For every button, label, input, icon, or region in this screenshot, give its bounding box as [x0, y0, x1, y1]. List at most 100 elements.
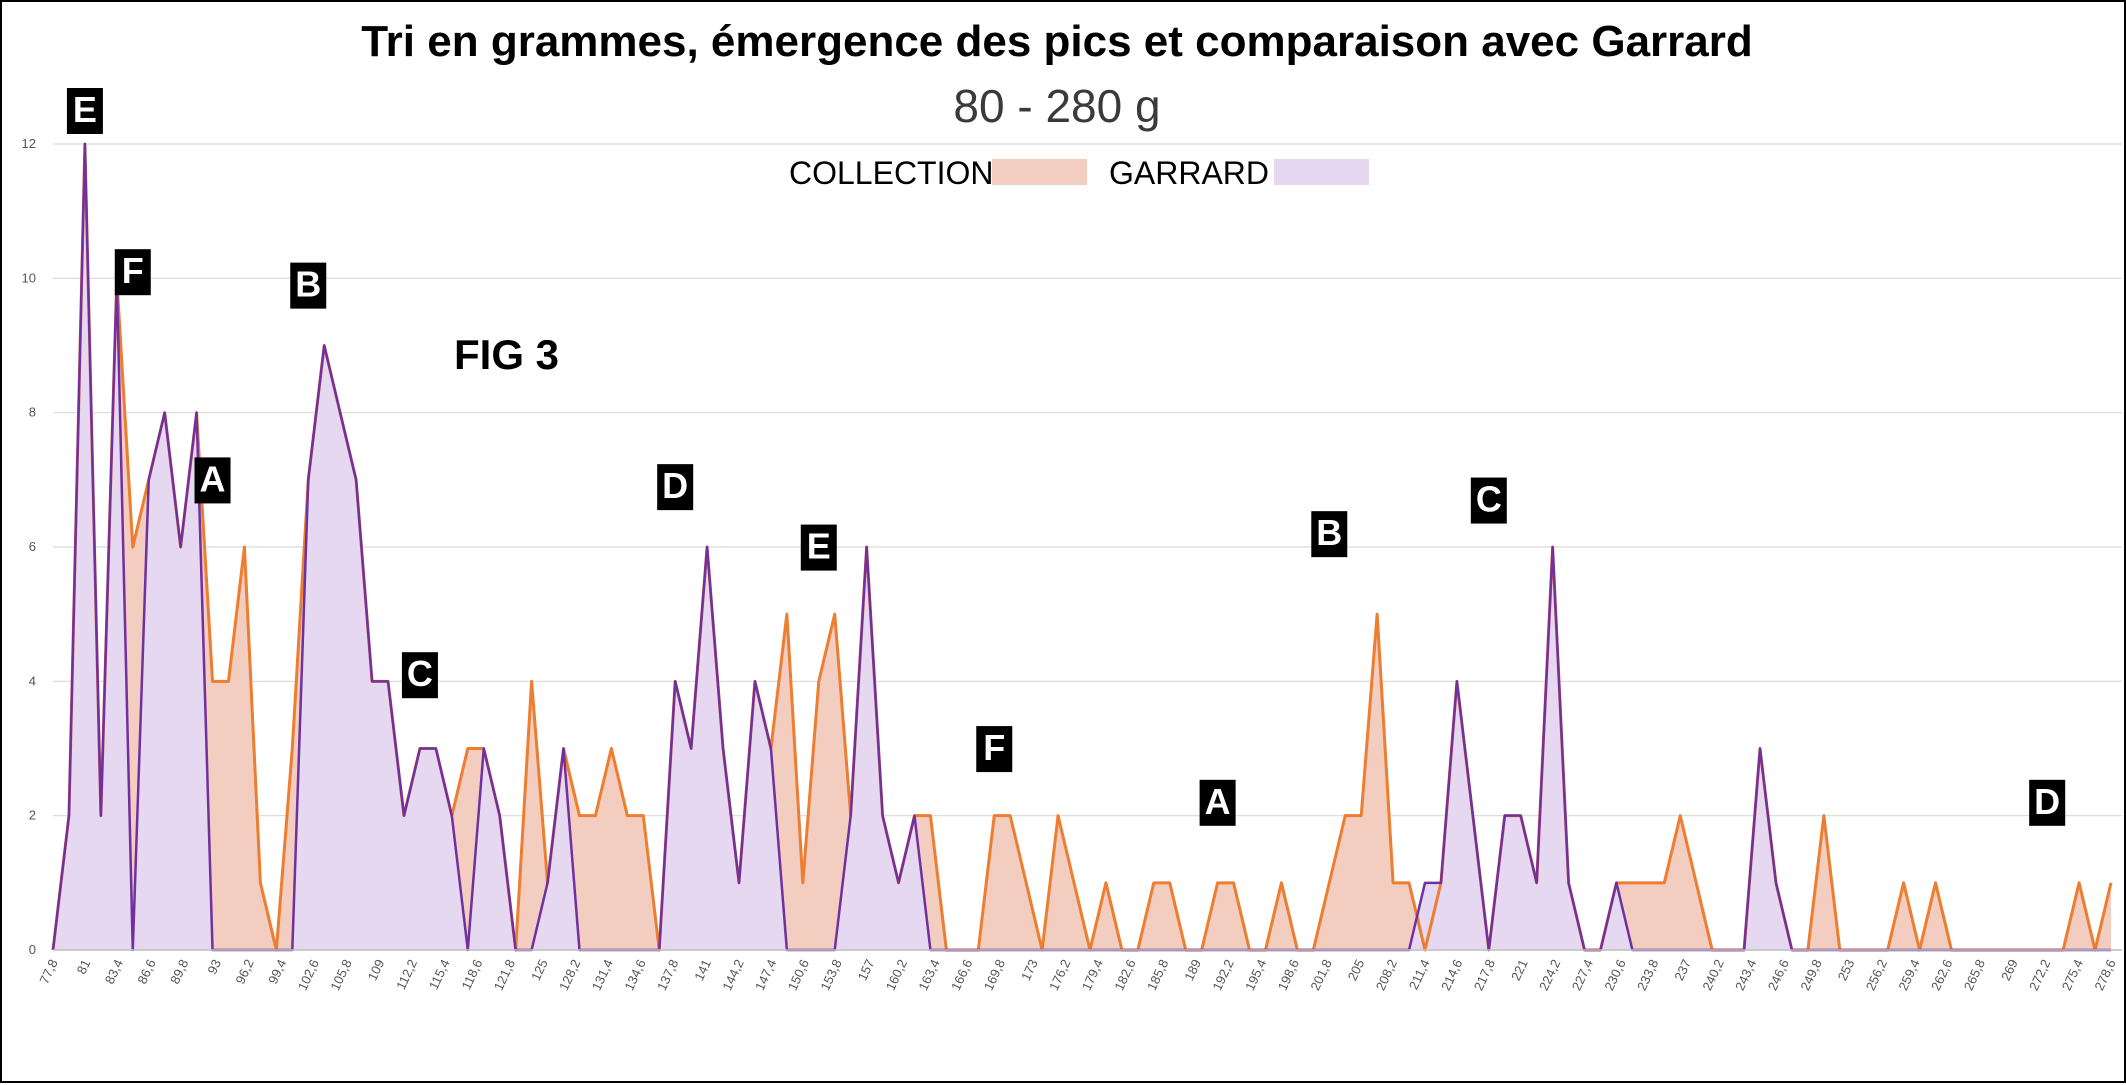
x-tick-label: 134,6 [621, 957, 648, 993]
peak-label-text: E [807, 526, 831, 567]
peak-label-B: B [1311, 511, 1348, 558]
x-tick-label: 198,6 [1275, 957, 1302, 993]
peak-label-E: E [66, 88, 103, 134]
x-tick-label: 195,4 [1242, 957, 1269, 993]
x-tick-label: 201,8 [1307, 957, 1334, 993]
x-tick-label: 240,2 [1699, 957, 1726, 993]
x-tick-label: 163,4 [915, 957, 942, 993]
x-tick-label: 169,8 [981, 957, 1008, 993]
x-tick-label: 160,2 [883, 957, 910, 993]
x-tick-label: 137,8 [654, 957, 681, 993]
x-tick-label: 211,4 [1406, 957, 1433, 992]
x-tick-label: 185,8 [1144, 957, 1171, 993]
x-tick-label: 118,6 [458, 957, 485, 992]
peak-label-E: E [800, 524, 837, 571]
y-tick-label: 4 [29, 673, 36, 688]
legend-swatch-collection [992, 159, 1087, 185]
chart-title: Tri en grammes, émergence des pics et co… [361, 17, 1753, 66]
x-tick-label: 176,2 [1046, 957, 1073, 993]
x-tick-label: 93 [204, 957, 224, 976]
peak-annotations: E F B A C D E F A B C D [66, 88, 2066, 826]
x-tick-label: 269 [1998, 957, 2021, 983]
x-tick-label: 253 [1835, 957, 1858, 983]
y-tick-label: 0 [29, 942, 36, 957]
x-tick-label: 121,8 [491, 957, 518, 993]
x-tick-label: 166,6 [948, 957, 975, 993]
peak-label-text: E [73, 89, 97, 130]
peak-label-box [1470, 477, 1507, 524]
x-tick-label: 265,8 [1961, 957, 1988, 993]
y-tick-label: 12 [22, 136, 36, 151]
peak-label-C: C [401, 652, 438, 699]
peak-label-box [401, 652, 438, 699]
x-tick-label: 179,4 [1079, 957, 1106, 993]
peak-label-text: A [200, 458, 226, 499]
peak-label-text: C [407, 653, 433, 694]
x-tick-label: 83,4 [102, 957, 126, 986]
x-tick-label: 144,2 [719, 957, 746, 993]
legend-swatch-garrard [1274, 159, 1369, 185]
peak-label-box [1199, 779, 1236, 826]
x-tick-label: 278,6 [2091, 957, 2118, 993]
x-tick-label: 147,4 [752, 957, 779, 993]
legend-label-garrard: GARRARD [1109, 155, 1269, 191]
y-axis: 0 2 4 6 8 10 12 [22, 136, 36, 957]
peak-label-D: D [2029, 779, 2066, 826]
x-tick-label: 81 [74, 957, 94, 976]
peak-label-text: D [2034, 781, 2060, 822]
y-tick-label: 6 [29, 539, 36, 554]
x-tick-label: 262,6 [1928, 957, 1955, 993]
x-tick-label: 217,8 [1471, 957, 1498, 993]
peak-label-A: A [1199, 779, 1236, 826]
figure-label: FIG 3 [454, 331, 559, 378]
peak-label-text: B [295, 264, 321, 305]
peak-label-F: F [114, 249, 151, 296]
x-tick-label: 233,8 [1634, 957, 1661, 993]
x-tick-label: 77,8 [36, 957, 60, 986]
peak-label-box [194, 457, 231, 504]
peak-label-box [800, 524, 837, 571]
x-tick-label: 89,8 [167, 957, 191, 986]
x-tick-label: 221 [1508, 957, 1531, 983]
x-tick-label: 227,4 [1569, 957, 1596, 993]
legend-label-collection: COLLECTION [789, 155, 993, 191]
peak-label-B: B [290, 262, 327, 309]
x-tick-label: 192,2 [1209, 957, 1236, 993]
x-tick-label: 150,6 [785, 957, 812, 993]
peak-label-text: F [122, 250, 144, 291]
x-tick-label: 237 [1671, 957, 1694, 983]
legend: COLLECTION GARRARD [789, 155, 1369, 191]
peak-label-text: A [1205, 781, 1231, 822]
x-tick-label: 230,6 [1601, 957, 1628, 993]
peak-label-box [114, 249, 151, 296]
chart-subtitle: 80 - 280 g [953, 80, 1160, 132]
x-tick-label: 208,2 [1373, 957, 1400, 993]
x-tick-label: 272,2 [2026, 957, 2053, 993]
peak-label-text: F [983, 727, 1005, 768]
x-tick-label: 259,4 [1895, 957, 1922, 993]
x-tick-label: 86,6 [134, 957, 158, 986]
peak-label-box [2029, 779, 2066, 826]
peak-label-text: D [662, 465, 688, 506]
x-tick-label: 243,4 [1732, 957, 1759, 993]
x-tick-label: 256,2 [1863, 957, 1890, 993]
y-tick-label: 10 [22, 270, 36, 285]
peak-label-text: B [1316, 512, 1342, 553]
x-axis: 77,8 81 83,4 86,6 89,8 93 96,2 99,4 102,6 105,8 10… [36, 949, 2122, 993]
x-tick-label: 128,2 [556, 957, 583, 993]
peak-label-text: C [1476, 479, 1502, 520]
x-tick-label: 115,4 [426, 957, 453, 992]
x-tick-label: 153,8 [817, 957, 844, 993]
x-tick-label: 182,6 [1111, 957, 1138, 993]
peak-label-box [290, 262, 327, 309]
x-tick-label: 246,6 [1765, 957, 1792, 993]
x-tick-label: 275,4 [2059, 957, 2086, 993]
peak-label-C: C [1470, 477, 1507, 524]
x-tick-label: 205 [1345, 957, 1368, 983]
y-tick-label: 2 [29, 808, 36, 823]
x-tick-label: 125 [528, 957, 551, 983]
x-tick-label: 131,4 [589, 957, 616, 993]
peak-label-D: D [657, 464, 694, 511]
peak-label-A: A [194, 457, 231, 504]
x-tick-label: 173 [1018, 957, 1041, 983]
